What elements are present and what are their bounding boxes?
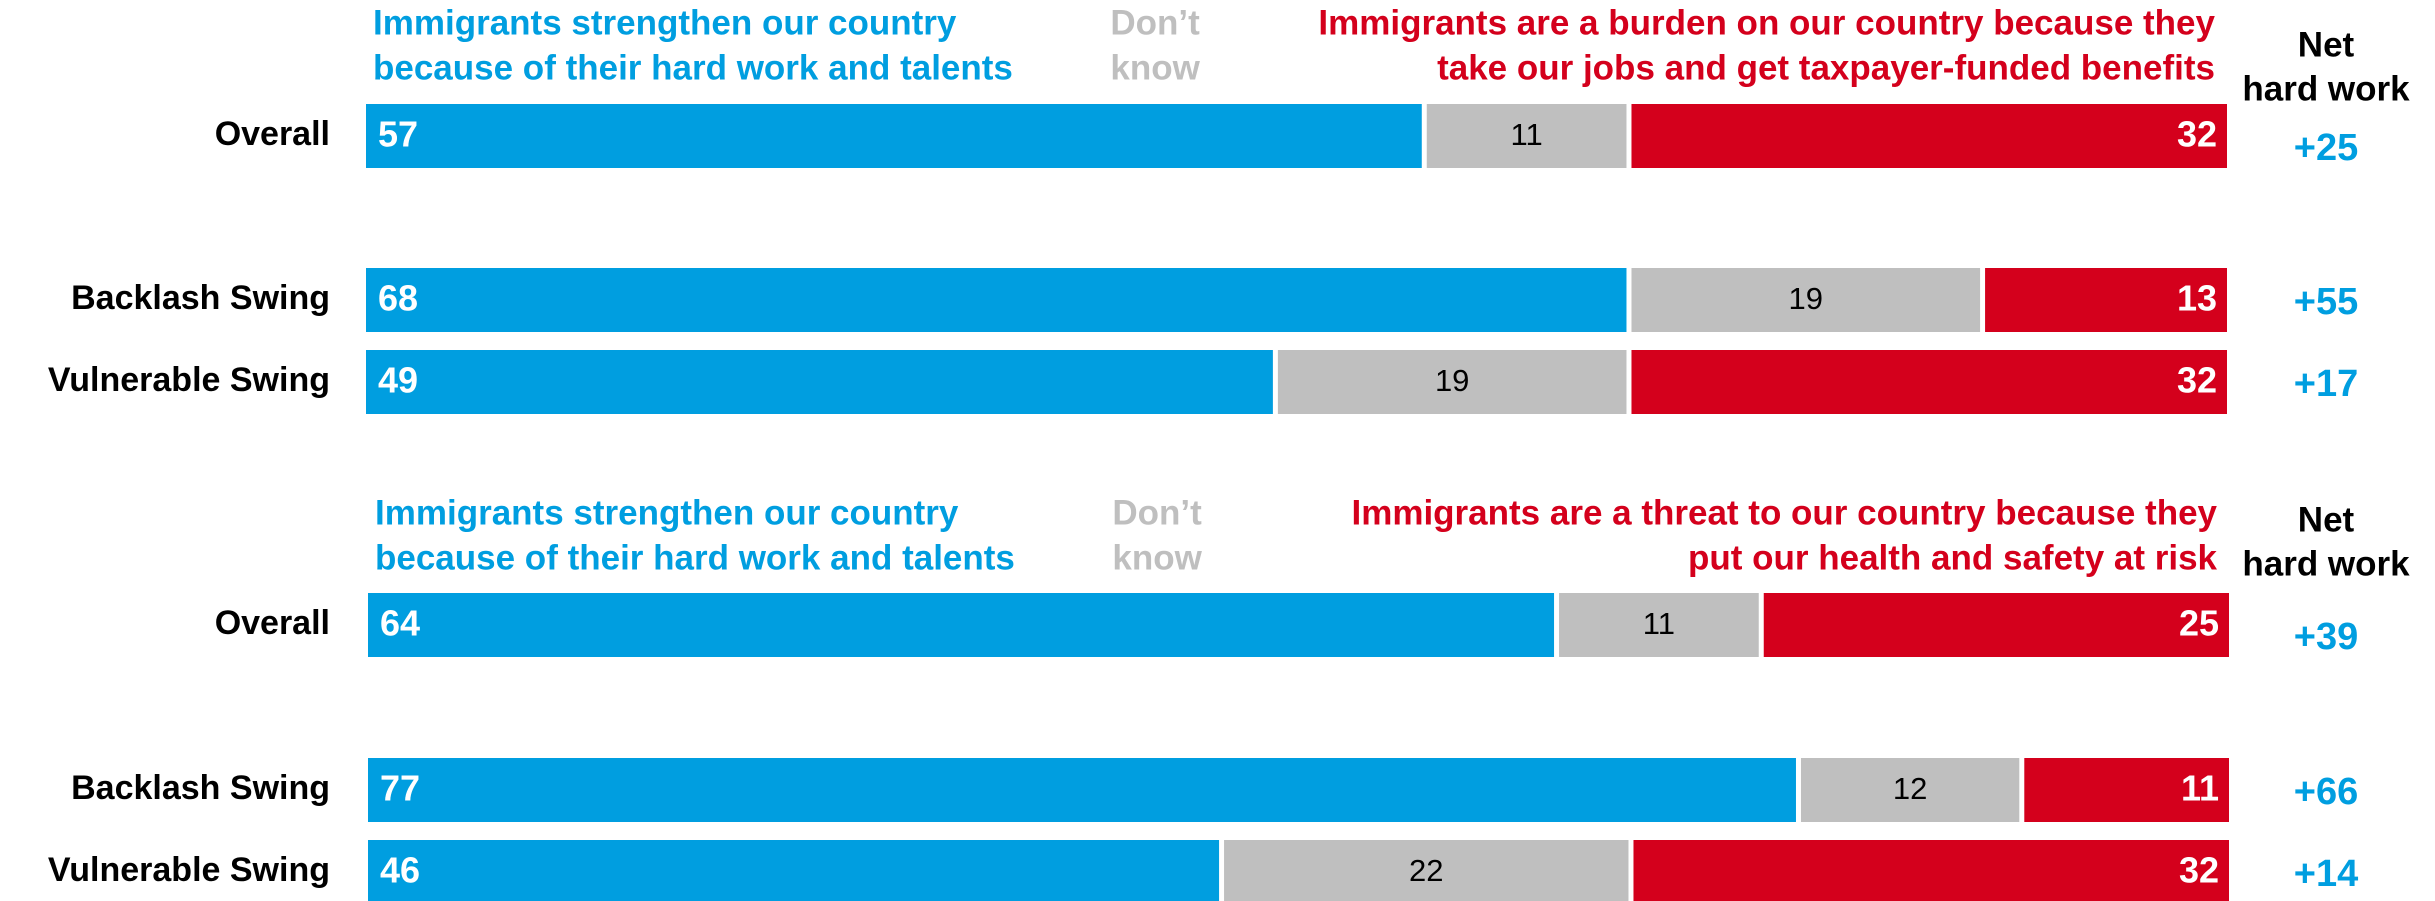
bar-negative xyxy=(1633,840,2229,901)
value-label-negative: 13 xyxy=(2177,278,2217,319)
row-label: Overall xyxy=(215,115,330,153)
bar-dont-know xyxy=(1559,593,1759,657)
header-negative-line2: put our health and safety at risk xyxy=(1688,538,2218,577)
bar-negative xyxy=(1763,593,2229,657)
net-value: +14 xyxy=(2294,853,2358,895)
header-net-line1: Net xyxy=(2298,500,2355,539)
header-net-line2: hard work xyxy=(2242,69,2410,108)
header-negative-line1: Immigrants are a threat to our country b… xyxy=(1351,493,2217,532)
header-negative-line1: Immigrants are a burden on our country b… xyxy=(1318,3,2215,42)
value-label-negative: 32 xyxy=(2179,850,2219,891)
bar-dont-know xyxy=(1277,350,1627,414)
row-label: Backlash Swing xyxy=(71,769,330,807)
header-dont-know-line2: know xyxy=(1110,48,1200,87)
value-label-negative: 25 xyxy=(2179,603,2219,644)
bar-dont-know xyxy=(1800,758,2020,822)
value-label-dont-know: 22 xyxy=(1409,853,1443,888)
row-label: Backlash Swing xyxy=(71,279,330,317)
value-label-hard-work: 77 xyxy=(380,768,420,809)
bar-negative xyxy=(1631,104,2227,168)
row-label: Vulnerable Swing xyxy=(48,361,330,399)
header-hard-work-line2: because of their hard work and talents xyxy=(375,538,1015,577)
row-label: Overall xyxy=(215,604,330,642)
header-net-line2: hard work xyxy=(2242,544,2410,583)
value-label-dont-know: 12 xyxy=(1893,771,1927,806)
value-label-hard-work: 46 xyxy=(380,850,420,891)
row-label: Vulnerable Swing xyxy=(48,851,330,889)
value-label-dont-know: 11 xyxy=(1511,117,1543,152)
net-value: +25 xyxy=(2294,127,2358,169)
value-label-negative: 32 xyxy=(2177,114,2217,155)
net-value: +39 xyxy=(2294,616,2358,658)
header-dont-know-line1: Don’t xyxy=(1112,493,1202,532)
bar-dont-know xyxy=(1631,268,1981,332)
net-value: +66 xyxy=(2294,771,2358,813)
value-label-dont-know: 19 xyxy=(1789,281,1823,316)
header-hard-work-line1: Immigrants strengthen our country xyxy=(375,493,959,532)
header-hard-work-line1: Immigrants strengthen our country xyxy=(373,3,957,42)
bar-hard-work xyxy=(366,268,1627,332)
bar-hard-work xyxy=(368,840,1220,901)
header-net-line1: Net xyxy=(2298,25,2355,64)
value-label-dont-know: 11 xyxy=(1643,606,1675,641)
bar-dont-know xyxy=(1426,104,1627,168)
value-label-hard-work: 49 xyxy=(378,360,418,401)
value-label-negative: 11 xyxy=(2181,768,2219,809)
net-value: +17 xyxy=(2294,363,2358,405)
header-dont-know-line1: Don’t xyxy=(1110,3,1200,42)
bar-hard-work xyxy=(366,350,1273,414)
bar-dont-know xyxy=(1224,840,1629,901)
value-label-hard-work: 68 xyxy=(378,278,418,319)
bar-hard-work xyxy=(366,104,1422,168)
bar-negative xyxy=(1985,268,2227,332)
value-label-hard-work: 57 xyxy=(378,114,418,155)
value-label-hard-work: 64 xyxy=(380,603,420,644)
bar-hard-work xyxy=(368,593,1555,657)
header-dont-know-line2: know xyxy=(1112,538,1202,577)
bar-negative xyxy=(2024,758,2229,822)
bar-hard-work xyxy=(368,758,1796,822)
value-label-negative: 32 xyxy=(2177,360,2217,401)
value-label-dont-know: 19 xyxy=(1435,363,1469,398)
header-hard-work-line2: because of their hard work and talents xyxy=(373,48,1013,87)
header-negative-line2: take our jobs and get taxpayer-funded be… xyxy=(1437,48,2215,87)
net-value: +55 xyxy=(2294,281,2358,323)
bar-negative xyxy=(1631,350,2227,414)
